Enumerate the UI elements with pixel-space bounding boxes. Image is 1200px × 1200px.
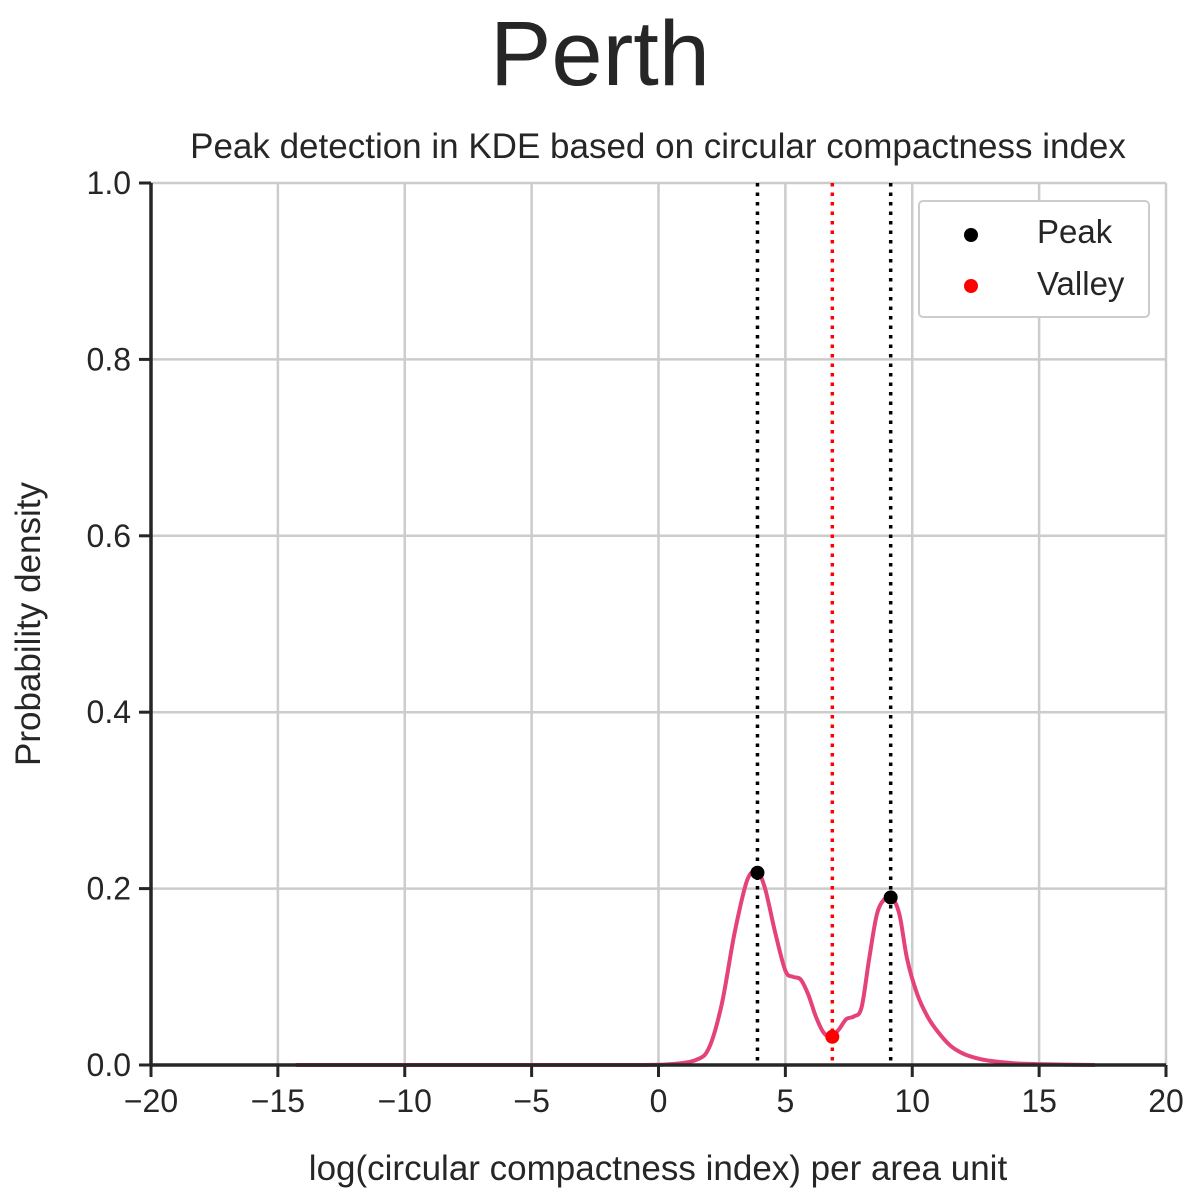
x-tick-label: −20 — [124, 1083, 178, 1119]
chart-title: Peak detection in KDE based on circular … — [190, 127, 1126, 166]
x-tick-label: 20 — [1148, 1083, 1184, 1119]
legend: Peak Valley — [918, 200, 1150, 318]
ticks: −20 −15 −10 −5 0 5 10 15 20 0.0 0.2 0.4 0.6 0.8 1.0 — [87, 165, 1184, 1119]
y-tick-label: 0.8 — [87, 341, 131, 377]
x-tick-label: 15 — [1021, 1083, 1057, 1119]
legend-peak-label: Peak — [1037, 213, 1113, 250]
peak-marker — [750, 865, 765, 880]
peak-marker — [883, 890, 898, 905]
legend-valley-marker — [964, 279, 978, 293]
valley-marker — [825, 1029, 840, 1044]
x-tick-label: −5 — [513, 1083, 549, 1119]
x-axis-label: log(circular compactness index) per area… — [309, 1149, 1008, 1188]
x-tick-label: 5 — [776, 1083, 794, 1119]
y-tick-label: 0.4 — [87, 694, 131, 730]
y-tick-label: 0.0 — [87, 1047, 131, 1083]
figure-title: Perth — [490, 3, 710, 105]
x-tick-label: 0 — [650, 1083, 668, 1119]
y-axis-label: Probability density — [9, 481, 48, 766]
y-tick-label: 0.6 — [87, 518, 131, 554]
markers — [750, 865, 898, 1044]
y-tick-label: 1.0 — [87, 165, 131, 201]
x-tick-label: 10 — [894, 1083, 930, 1119]
legend-peak-marker — [964, 228, 978, 242]
x-tick-label: −10 — [378, 1083, 432, 1119]
reference-lines — [755, 183, 893, 1065]
y-tick-label: 0.2 — [87, 871, 131, 907]
legend-valley-label: Valley — [1037, 265, 1125, 302]
x-tick-label: −15 — [251, 1083, 305, 1119]
